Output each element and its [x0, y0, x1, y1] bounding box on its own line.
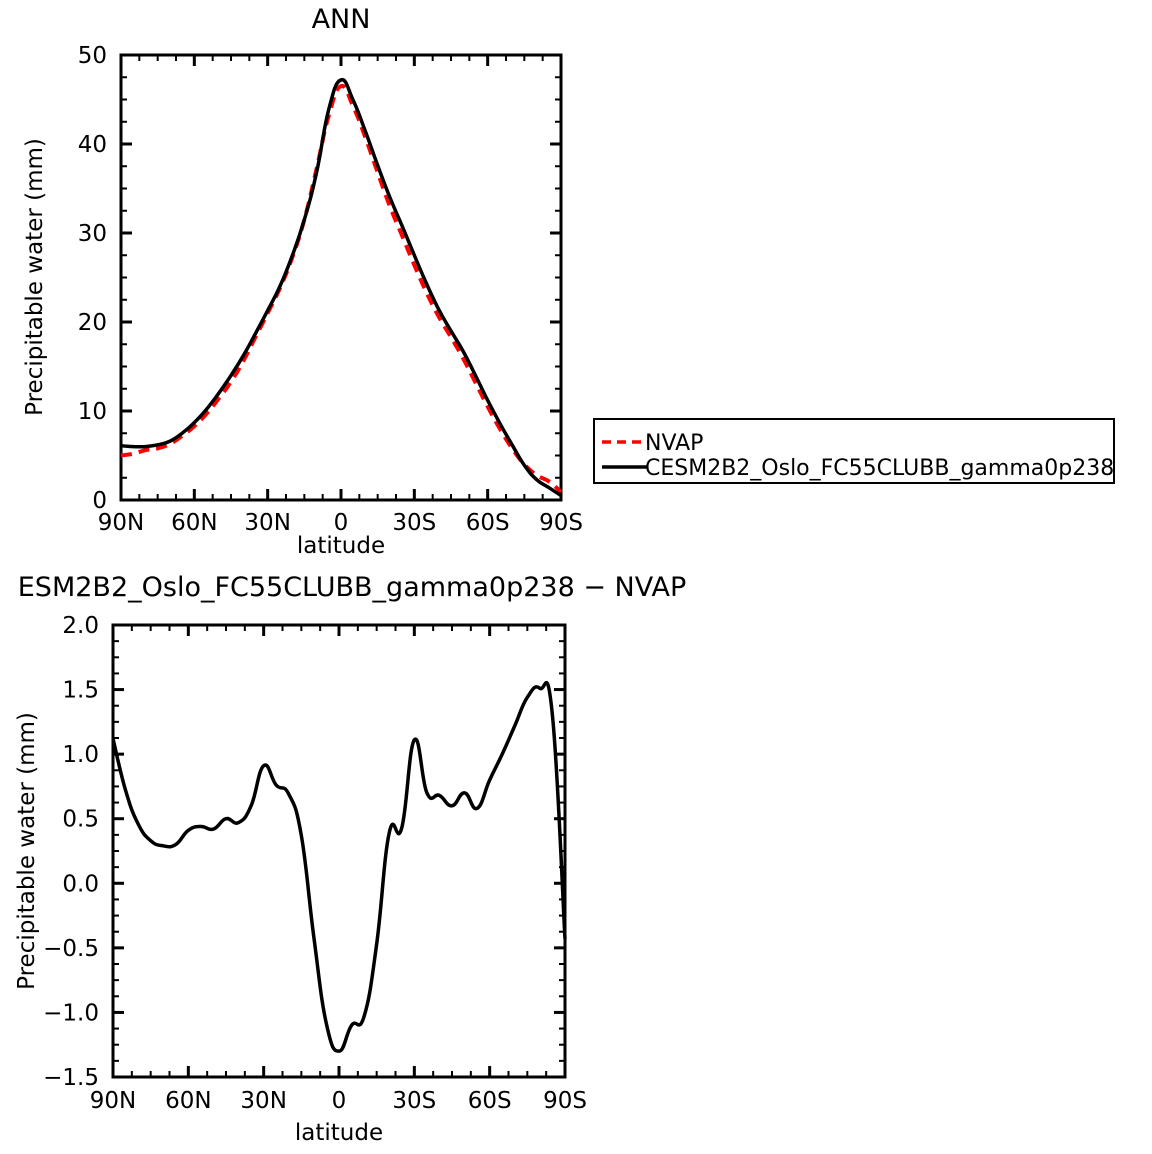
x-tick-label: 90S	[539, 510, 583, 536]
bottom-panel-title: ESM2B2_Oslo_FC55CLUBB_gamma0p238 − NVAP	[18, 572, 686, 603]
x-tick-label: 30S	[392, 510, 436, 536]
x-tick-label: 30N	[240, 1088, 286, 1114]
y-tick-label: 1.5	[62, 678, 99, 704]
y-tick-label: 40	[78, 132, 107, 158]
y-tick-label: 10	[78, 399, 107, 425]
x-tick-label: 60S	[468, 1088, 512, 1114]
bottom-panel-xlabel: latitude	[295, 1120, 383, 1146]
legend-frame	[593, 418, 1115, 484]
top-plot-frame	[119, 53, 563, 502]
legend: NVAP CESM2B2_Oslo_FC55CLUBB_gamma0p238	[593, 418, 1115, 484]
series-model	[111, 680, 567, 1053]
bottom-panel-ylabel: Precipitable water (mm)	[14, 712, 40, 990]
y-tick-label: 50	[78, 43, 107, 69]
y-tick-label: 1.0	[62, 742, 99, 768]
x-tick-label: 0	[332, 1088, 347, 1114]
bottom-panel-ticks	[111, 623, 567, 1079]
top-panel-series	[120, 78, 563, 498]
top-panel-ylabel: Precipitable water (mm)	[22, 138, 48, 416]
x-tick-label: 60N	[171, 510, 217, 536]
x-tick-label: 30S	[392, 1088, 436, 1114]
x-tick-label: 90S	[543, 1088, 587, 1114]
x-tick-label: 30N	[244, 510, 290, 536]
y-tick-label: 30	[78, 221, 107, 247]
y-tick-label: −1.5	[43, 1065, 99, 1091]
top-panel-tick-labels: 90N 60N 30N 0 30S 60S 90S 0 10 20 30 40 50	[78, 43, 583, 536]
legend-item-nvap: NVAP	[602, 431, 703, 456]
series-observation	[120, 84, 563, 494]
bottom-panel-tick-labels: 90N 60N 30N 0 30S 60S 90S −1.5 −1.0 −0.5 0.0 0.5 1.0…	[43, 613, 587, 1114]
x-tick-label: 60N	[165, 1088, 211, 1114]
y-tick-label: −0.5	[43, 936, 99, 962]
y-tick-label: 0.0	[62, 871, 99, 897]
x-tick-label: 90N	[90, 1088, 136, 1114]
y-tick-label: 2.0	[62, 613, 99, 639]
legend-label-model: CESM2B2_Oslo_FC55CLUBB_gamma0p238	[645, 456, 1114, 481]
legend-label-nvap: NVAP	[645, 431, 703, 456]
x-tick-label: 0	[334, 510, 349, 536]
top-panel-xlabel: latitude	[297, 533, 385, 559]
y-tick-label: −1.0	[43, 1000, 99, 1026]
x-tick-label: 90N	[98, 510, 144, 536]
top-panel-ticks	[119, 53, 563, 502]
bottom-panel-series	[111, 680, 567, 1053]
top-panel-title: ANN	[312, 4, 371, 35]
bottom-plot-frame	[111, 623, 567, 1079]
bottom-panel: ESM2B2_Oslo_FC55CLUBB_gamma0p238 − NVAP …	[14, 572, 686, 1146]
top-panel: ANN 90N 60N 30N 0 30S 60S 90S 0 10 20 30 40 50 latit…	[22, 4, 583, 559]
series-model	[120, 78, 562, 498]
y-tick-label: 20	[78, 310, 107, 336]
y-tick-label: 0	[92, 488, 107, 514]
legend-item-model: CESM2B2_Oslo_FC55CLUBB_gamma0p238	[602, 456, 1114, 481]
x-tick-label: 60S	[466, 510, 510, 536]
y-tick-label: 0.5	[62, 807, 99, 833]
